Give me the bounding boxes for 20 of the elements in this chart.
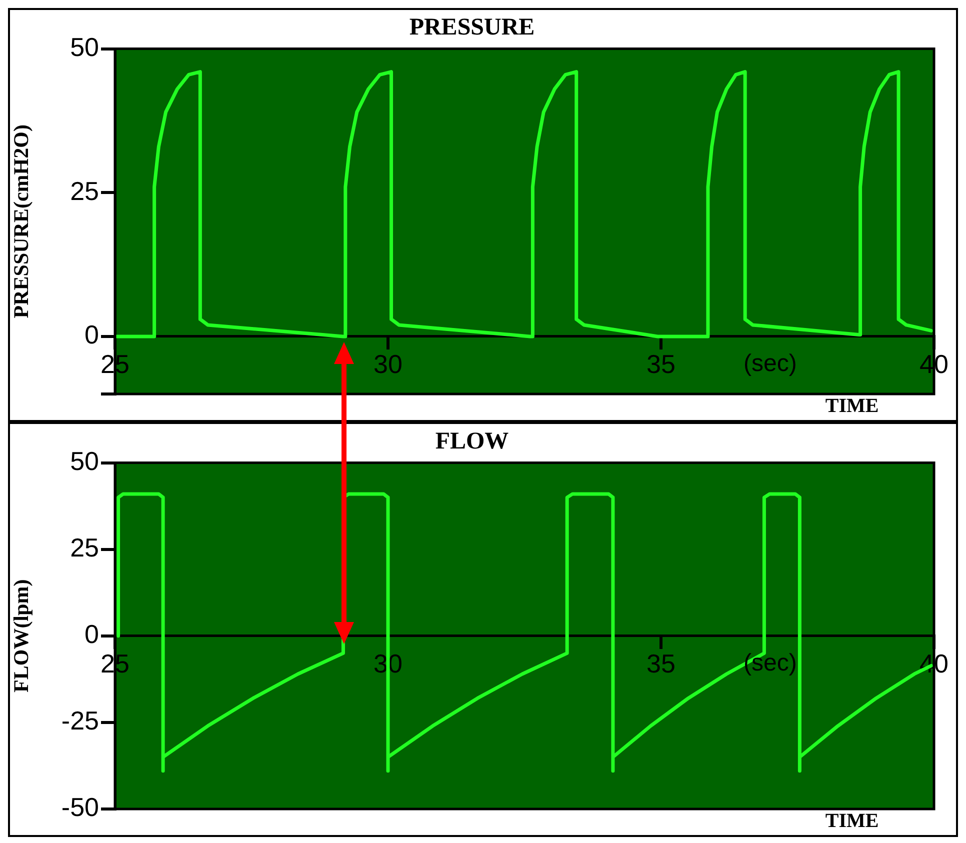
y-axis-title: PRESSURE(cmH2O): [9, 124, 34, 318]
x-tick-label: 35: [646, 349, 676, 380]
chart-title: FLOW: [435, 428, 509, 455]
y-tick-label: -50: [61, 792, 99, 822]
x-tick-label: 40: [920, 349, 948, 380]
annotation: (sec): [744, 350, 797, 378]
y-tick-label: 0: [84, 619, 99, 650]
x-axis-title: TIME: [825, 810, 879, 832]
y-tick-label: 50: [70, 32, 99, 62]
chart-title: PRESSURE: [409, 14, 535, 41]
x-tick-label: 35: [646, 648, 676, 679]
x-tick-label: 30: [374, 349, 402, 380]
x-axis-title: TIME: [825, 395, 879, 418]
y-tick-label: 25: [70, 532, 99, 563]
y-tick-label: 0: [84, 320, 99, 350]
y-tick-label: -25: [61, 706, 99, 736]
annotation: (sec): [744, 650, 797, 677]
y-tick-label: 50: [70, 446, 99, 476]
y-axis-title: FLOW(lpm): [9, 579, 34, 692]
y-tick-label: 25: [70, 176, 99, 206]
